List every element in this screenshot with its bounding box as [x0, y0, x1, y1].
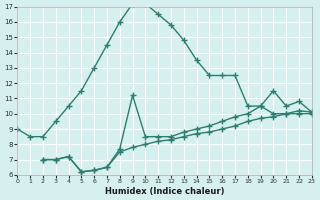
X-axis label: Humidex (Indice chaleur): Humidex (Indice chaleur) [105, 187, 224, 196]
